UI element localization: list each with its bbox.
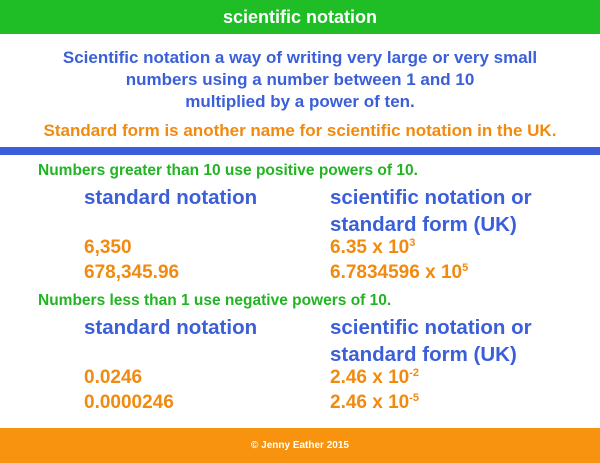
intro-line: numbers using a number between 1 and 10: [125, 70, 475, 89]
copyright: © Jenny Eather 2015: [251, 440, 349, 451]
column-header: standard notation: [84, 186, 258, 209]
column-header: standard notation: [84, 316, 258, 339]
scientific-value: 6.35 x 103: [330, 237, 415, 259]
title: scientific notation: [222, 7, 377, 27]
footer-bar: [0, 428, 600, 463]
standard-value: 0.0246: [84, 367, 143, 388]
exponent: 5: [462, 262, 469, 274]
column-header: standard form (UK): [330, 343, 517, 366]
scientific-value: 2.46 x 10-2: [330, 367, 419, 389]
divider: [0, 147, 600, 155]
standard-value: 678,345.96: [84, 262, 180, 283]
scientific-value: 2.46 x 10-5: [330, 392, 419, 414]
standard-value: 0.0000246: [84, 392, 174, 413]
section-heading: Numbers greater than 10 use positive pow…: [38, 162, 418, 179]
intro-line: multiplied by a power of ten.: [185, 92, 415, 111]
scientific-base: 2.46 x 10: [330, 367, 410, 388]
exponent: -2: [409, 367, 420, 379]
scientific-value: 6.7834596 x 105: [330, 262, 468, 284]
column-header: standard form (UK): [330, 213, 517, 236]
exponent: 3: [409, 237, 416, 249]
section-heading: Numbers less than 1 use negative powers …: [38, 292, 392, 309]
column-header: scientific notation or: [330, 316, 532, 339]
note: Standard form is another name for scient…: [43, 121, 557, 140]
intro-line: Scientific notation a way of writing ver…: [62, 48, 538, 67]
scientific-base: 6.35 x 10: [330, 237, 410, 258]
column-header: scientific notation or: [330, 186, 532, 209]
exponent: -5: [409, 392, 420, 404]
standard-value: 6,350: [84, 237, 132, 258]
scientific-base: 6.7834596 x 10: [330, 262, 463, 283]
scientific-base: 2.46 x 10: [330, 392, 410, 413]
header-bar: [0, 0, 600, 34]
